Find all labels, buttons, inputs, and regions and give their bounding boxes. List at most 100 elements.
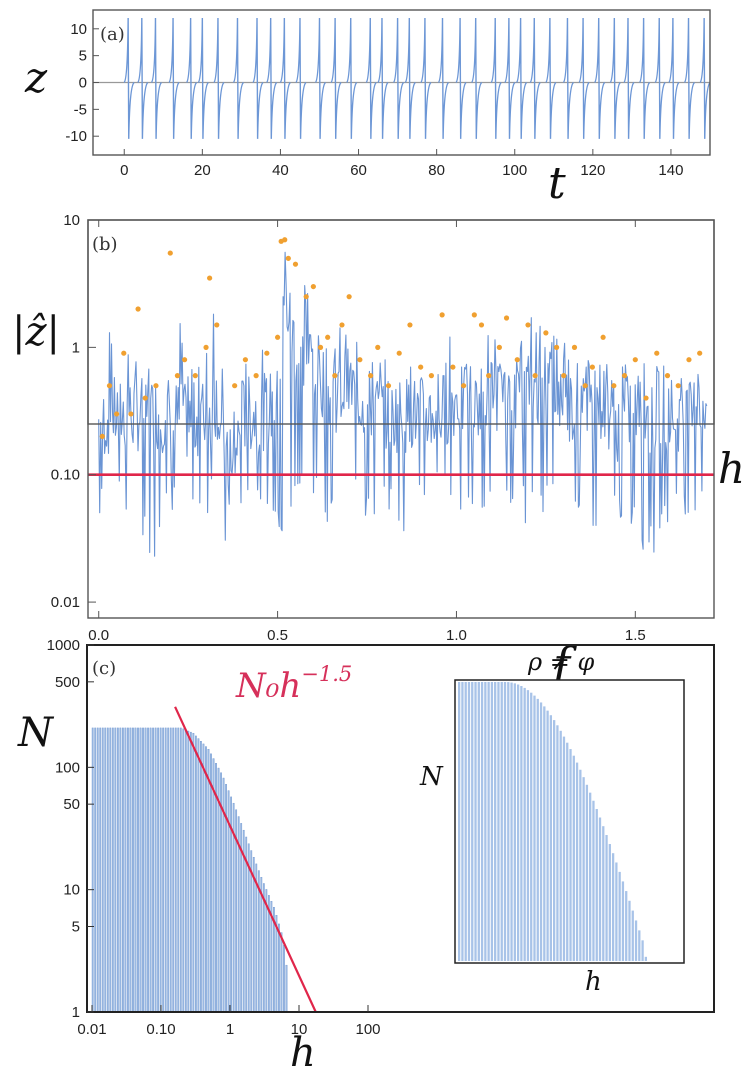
- spike-37: [699, 18, 711, 139]
- peak-marker-61: [654, 350, 660, 356]
- histogram-bar-6: [106, 727, 109, 1013]
- inset: ρ ≠ φ N h: [419, 648, 685, 997]
- panel-a-label: (a): [100, 24, 125, 45]
- histogram-bar-1: [94, 727, 97, 1013]
- inset-bar-18: [516, 684, 520, 961]
- peak-marker-19: [274, 334, 281, 340]
- inset-xlabel: h: [585, 967, 602, 997]
- peak-marker-48: [525, 322, 531, 328]
- spike-8: [252, 18, 264, 139]
- histogram-bar-35: [179, 727, 182, 1013]
- peak-marker-25: [310, 283, 316, 290]
- peak-marker-47: [514, 357, 520, 363]
- panel-b-ylabel: |ẑ|: [12, 309, 60, 355]
- inset-bar-48: [615, 862, 618, 961]
- y-tick-label-2: 0.10: [51, 467, 80, 484]
- spike-10: [279, 18, 291, 139]
- peak-marker-62: [664, 373, 671, 379]
- peak-marker-38: [428, 373, 435, 379]
- y-tick-label-0: 10: [70, 21, 87, 38]
- inset-bar-22: [530, 692, 533, 961]
- peak-marker-4: [128, 411, 134, 417]
- spike-27: [545, 18, 557, 139]
- x-tick-label-5: 100: [502, 162, 527, 179]
- peak-marker-30: [346, 294, 352, 300]
- histogram-bar-29: [164, 727, 167, 1013]
- histogram-bar-21: [144, 727, 147, 1013]
- peak-marker-59: [632, 357, 638, 363]
- peak-marker-0: [99, 433, 105, 439]
- histogram-bar-25: [154, 727, 157, 1013]
- inset-bar-30: [556, 725, 559, 961]
- histogram-bar-7: [109, 727, 112, 1013]
- panel-a-ylabel: z: [24, 53, 48, 102]
- histogram-bar-41: [194, 735, 197, 1013]
- y-tick-label-6: 1: [72, 1004, 80, 1021]
- x-tick-label-3: 1.5: [625, 627, 646, 644]
- panel-c-frame: [86, 644, 715, 1013]
- histogram-bar-24: [152, 727, 154, 1013]
- histogram-bar-14: [127, 727, 129, 1013]
- x-tick-label-1: 0.10: [146, 1021, 175, 1038]
- inset-bar-19: [520, 686, 523, 961]
- histogram-bar-74: [278, 923, 280, 1013]
- y-tick-label-2: 100: [55, 759, 80, 776]
- histogram-bar-49: [215, 763, 217, 1013]
- inset-bar-16: [510, 682, 513, 961]
- histogram-bar-37: [184, 729, 187, 1013]
- spike-26: [529, 18, 541, 139]
- histogram-bar-77: [285, 964, 288, 1013]
- panel-b-plot: [88, 237, 714, 557]
- histogram-bar-27: [159, 727, 162, 1013]
- peak-marker-2: [114, 411, 120, 417]
- spectrum-line: [98, 251, 708, 557]
- x-tick-label-2: 40: [272, 162, 289, 179]
- fit-label-base: N₀h: [235, 666, 301, 706]
- peak-marker-58: [621, 373, 628, 379]
- spike-6: [213, 18, 225, 139]
- spike-13: [330, 18, 342, 139]
- peak-marker-28: [332, 373, 338, 379]
- threshold-label: h: [718, 444, 745, 493]
- peak-marker-18: [264, 350, 270, 356]
- peak-marker-57: [611, 383, 617, 389]
- histogram-bar-12: [121, 727, 124, 1013]
- histogram-bar-47: [210, 753, 212, 1013]
- peak-marker-6: [142, 395, 148, 401]
- x-tick-label-1: 20: [194, 162, 211, 179]
- fit-line: [174, 706, 317, 1013]
- histogram-bar-31: [169, 727, 172, 1013]
- inset-bar-44: [602, 826, 605, 961]
- y-tick-label-2: 0: [79, 75, 87, 92]
- peak-marker-54: [582, 383, 588, 389]
- histogram-bar-20: [142, 727, 144, 1013]
- x-tick-label-0: 0.0: [88, 627, 109, 644]
- y-tick-label-5: 5: [72, 918, 80, 935]
- y-tick-label-4: -10: [65, 128, 87, 145]
- histogram-bar-43: [200, 741, 202, 1013]
- inset-bar-35: [572, 755, 575, 961]
- spike-14: [346, 18, 358, 139]
- y-tick-label-0: 10: [63, 212, 80, 229]
- peak-marker-32: [367, 373, 374, 379]
- histogram-bar-26: [157, 727, 160, 1013]
- histogram-bar-48: [212, 758, 215, 1013]
- inset-bar-52: [628, 900, 631, 961]
- histogram-bar-39: [189, 731, 192, 1013]
- inset-bar-41: [592, 800, 595, 961]
- spike-7: [232, 18, 245, 139]
- spike-29: [578, 18, 590, 139]
- peak-marker-63: [675, 383, 681, 389]
- peak-marker-10: [181, 357, 188, 363]
- panel-c-ticks: 0.01 0.10 1 10 100 1000 500 100 50 10 5 1: [47, 637, 381, 1038]
- spike-2: [150, 18, 163, 139]
- peak-marker-9: [174, 373, 181, 379]
- x-tick-label-4: 80: [428, 162, 445, 179]
- inset-bar-40: [589, 792, 592, 961]
- panel-c-plot: [91, 706, 317, 1013]
- panel-b-frame-full: [87, 219, 715, 619]
- histogram-bar-38: [187, 730, 190, 1013]
- x-tick-label-0: 0: [120, 162, 128, 179]
- histogram-bar-36: [182, 728, 185, 1013]
